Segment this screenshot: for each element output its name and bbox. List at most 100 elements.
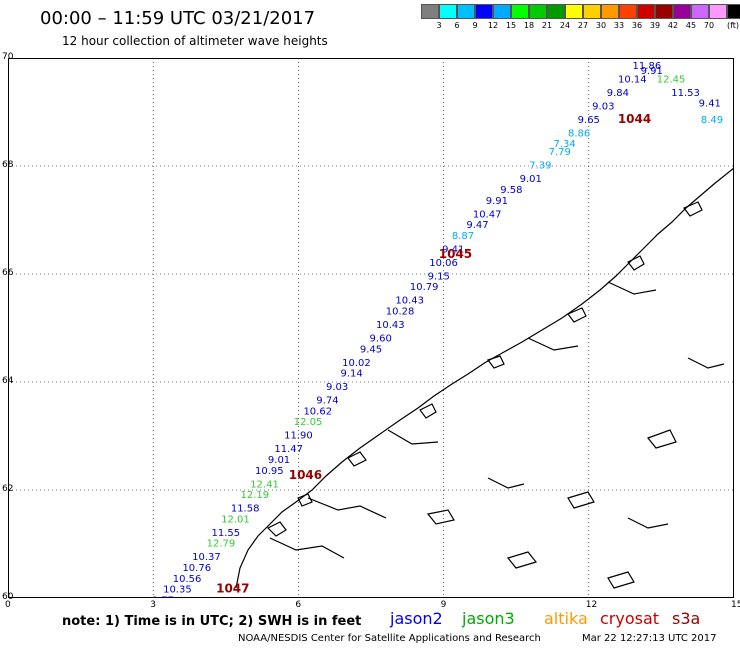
color-legend: 3 6 9 12 15 18 21 24 27 30 33 36 39 42 45 70 (ft) bbox=[421, 4, 740, 33]
legend-swatch bbox=[529, 4, 547, 19]
legend-swatch bbox=[565, 4, 583, 19]
wave-height-label: 10.02 bbox=[342, 358, 371, 369]
legend-swatch bbox=[691, 4, 709, 19]
observation-labels: 11.869.9112.4510.1411.539.849.419.038.49… bbox=[152, 61, 723, 598]
lake bbox=[426, 509, 455, 525]
legend-swatch bbox=[655, 4, 673, 19]
wave-height-label: 10.43 bbox=[376, 320, 405, 331]
satellite-s3a: s3a bbox=[672, 609, 701, 628]
x-tick-label: 12 bbox=[585, 600, 598, 610]
legend-label: 6 bbox=[454, 21, 460, 30]
satellite-jason3: jason3 bbox=[462, 609, 515, 628]
grid bbox=[8, 58, 734, 598]
wave-height-label: 9.74 bbox=[316, 396, 338, 407]
legend-swatch bbox=[637, 4, 655, 19]
satellite-cryosat: cryosat bbox=[600, 609, 660, 628]
wave-height-label: 9.77 bbox=[152, 595, 174, 598]
river bbox=[627, 517, 669, 529]
coastline-island bbox=[266, 521, 287, 537]
legend-label: 15 bbox=[505, 21, 517, 30]
legend-swatch bbox=[673, 4, 691, 19]
legend-label: 36 bbox=[631, 21, 643, 30]
wave-height-map: 11.869.9112.4510.1411.539.849.419.038.49… bbox=[8, 58, 734, 598]
x-tick-label: 6 bbox=[295, 600, 302, 610]
coastline-island bbox=[347, 451, 367, 467]
legend-swatch bbox=[601, 4, 619, 19]
legend-label: 27 bbox=[577, 21, 589, 30]
y-tick-label: 68 bbox=[2, 160, 14, 170]
wave-height-label: 10.79 bbox=[410, 282, 439, 293]
lake bbox=[567, 491, 595, 509]
wave-height-label: 10.56 bbox=[173, 574, 202, 585]
wave-height-label: 9.41 bbox=[699, 99, 721, 110]
x-tick-label: 3 bbox=[150, 600, 156, 610]
coastline-island bbox=[567, 307, 587, 323]
lake bbox=[647, 429, 677, 449]
coastline-island bbox=[487, 355, 505, 369]
wave-height-label: 10.95 bbox=[255, 466, 284, 477]
wave-height-label: 9.91 bbox=[486, 196, 508, 207]
legend-labels: 3 6 9 12 15 18 21 24 27 30 33 36 39 42 45 70 (ft) bbox=[421, 19, 740, 33]
footer-note: note: 1) Time is in UTC; 2) SWH is in fe… bbox=[62, 614, 362, 629]
y-tick-label: 70 bbox=[2, 52, 14, 62]
satellite-altika: altika bbox=[544, 609, 588, 628]
legend-unit: (ft) bbox=[726, 21, 740, 30]
page-title: 00:00 – 11:59 UTC 03/21/2017 bbox=[40, 8, 316, 29]
pass-cycle-label: 1047 bbox=[216, 582, 249, 596]
legend-swatch bbox=[547, 4, 565, 19]
satellite-jason2: jason2 bbox=[390, 609, 443, 628]
cycle-labels: 1044 1045 1046 1047 bbox=[216, 112, 651, 596]
wave-height-label: 9.41 bbox=[442, 244, 464, 255]
legend-label: 30 bbox=[595, 21, 607, 30]
legend-label: 3 bbox=[436, 21, 442, 30]
legend-swatch bbox=[709, 4, 727, 19]
fjord bbox=[307, 497, 387, 519]
wave-height-label: 8.87 bbox=[452, 231, 474, 242]
wave-height-label: 7.79 bbox=[549, 147, 571, 158]
wave-height-label: 9.47 bbox=[466, 220, 488, 231]
y-tick-label: 60 bbox=[2, 592, 14, 602]
legend-label: 12 bbox=[487, 21, 499, 30]
pass-cycle-label: 1046 bbox=[289, 468, 322, 482]
wave-height-label: 12.19 bbox=[241, 490, 270, 501]
x-tick-label: 15 bbox=[731, 600, 740, 610]
legend-label: 24 bbox=[559, 21, 571, 30]
coastline-island bbox=[683, 201, 703, 217]
y-tick-label: 64 bbox=[2, 376, 14, 386]
legend-swatch bbox=[439, 4, 457, 19]
fjord bbox=[387, 429, 439, 445]
coastline-main bbox=[235, 167, 734, 589]
wave-height-label: 10.35 bbox=[163, 585, 192, 596]
river bbox=[687, 357, 725, 369]
wave-height-label: 8.49 bbox=[701, 115, 723, 126]
y-tick-label: 66 bbox=[2, 268, 14, 278]
legend-label: 45 bbox=[685, 21, 697, 30]
wave-height-label: 9.15 bbox=[428, 271, 450, 282]
wave-height-label: 11.86 bbox=[633, 61, 662, 72]
wave-height-label: 10.47 bbox=[473, 209, 502, 220]
wave-height-label: 9.01 bbox=[520, 174, 542, 185]
credit-line: NOAA/NESDIS Center for Satellite Applica… bbox=[238, 633, 541, 644]
legend-swatch bbox=[475, 4, 493, 19]
legend-label: 42 bbox=[667, 21, 679, 30]
wave-height-label: 12.41 bbox=[250, 479, 279, 490]
wave-height-label: 10.62 bbox=[303, 406, 332, 417]
coastline-island bbox=[297, 493, 313, 507]
wave-height-label: 12.79 bbox=[207, 539, 236, 550]
wave-height-label: 10.43 bbox=[395, 296, 424, 307]
wave-height-label: 9.60 bbox=[370, 334, 392, 345]
wave-height-label: 10.76 bbox=[182, 563, 211, 574]
x-tick-label: 9 bbox=[440, 600, 447, 610]
wave-height-label: 9.45 bbox=[360, 344, 382, 355]
wave-height-label: 11.53 bbox=[671, 88, 700, 99]
legend-swatch bbox=[493, 4, 511, 19]
lake bbox=[607, 571, 635, 589]
coastline bbox=[235, 167, 734, 589]
wave-height-label: 7.34 bbox=[553, 139, 575, 150]
coastline-island bbox=[419, 403, 437, 419]
legend-swatch bbox=[583, 4, 601, 19]
wave-height-label: 9.14 bbox=[341, 369, 363, 380]
wave-height-label: 11.58 bbox=[231, 504, 260, 515]
wave-height-label: 9.65 bbox=[578, 115, 600, 126]
wave-height-label: 10.06 bbox=[429, 258, 458, 269]
